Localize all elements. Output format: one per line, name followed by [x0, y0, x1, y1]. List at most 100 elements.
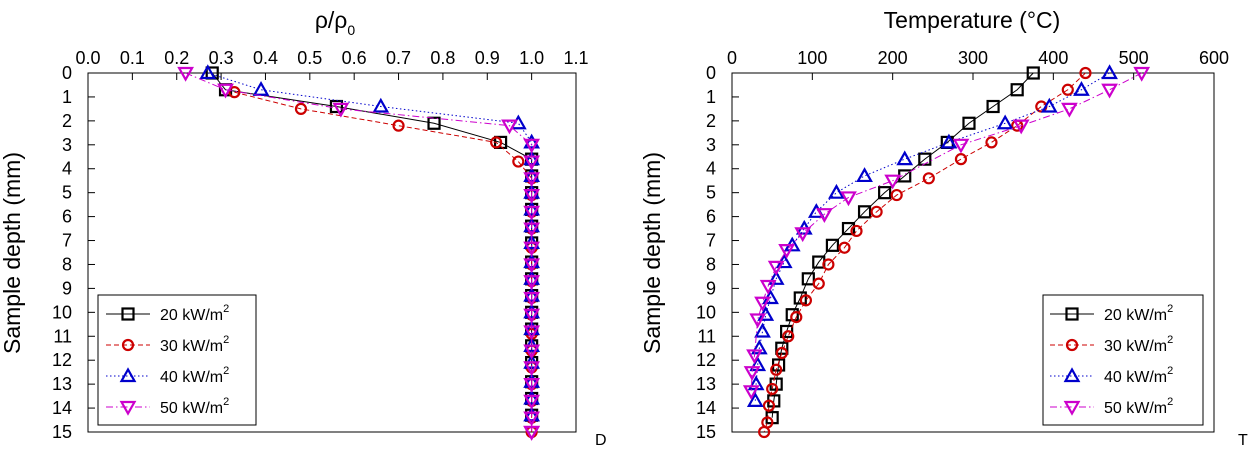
y-tick-label: 6 — [62, 207, 72, 227]
data-point — [199, 64, 217, 80]
data-point — [850, 224, 863, 238]
y-tick-label: 9 — [706, 278, 716, 298]
y-tick-label: 6 — [706, 207, 716, 227]
data-point — [767, 270, 785, 285]
data-point — [427, 116, 441, 130]
data-point — [512, 155, 525, 168]
data-point — [778, 244, 796, 259]
data-point — [490, 136, 503, 149]
temperature-x-ticks: 0 100 200 300 400 500 600 — [727, 48, 1229, 80]
data-point — [523, 200, 541, 216]
data-point — [985, 136, 998, 149]
legend-marker — [119, 400, 137, 416]
temperature-legend: 20 kW/m2 30 kW/m2 40 kW/m2 50 kW/m2 — [1042, 294, 1204, 426]
data-point — [523, 291, 541, 307]
x-tick-label: 0.6 — [342, 48, 367, 68]
y-tick-label: 15 — [696, 422, 716, 442]
data-point — [228, 86, 241, 99]
data-point — [801, 272, 815, 286]
x-tick-label: 100 — [797, 48, 827, 68]
data-point — [856, 167, 873, 183]
data-point — [523, 138, 541, 154]
legend-label: 40 kW/m2 — [160, 365, 229, 386]
data-point — [918, 152, 932, 166]
data-point — [746, 349, 763, 365]
data-point — [996, 114, 1014, 130]
data-point — [523, 378, 541, 393]
y-tick-label: 12 — [52, 350, 72, 370]
legend-marker — [119, 367, 137, 383]
y-tick-label: 8 — [706, 254, 716, 274]
x-tick-label: 0.5 — [297, 48, 322, 68]
y-tick-label: 11 — [697, 326, 716, 346]
data-point — [780, 324, 794, 339]
data-point — [523, 308, 541, 324]
y-tick-label: 10 — [696, 302, 716, 322]
data-point — [1079, 66, 1092, 80]
temperature-plot-frame — [731, 72, 1215, 433]
series-2 — [758, 66, 1092, 439]
data-point — [794, 227, 812, 243]
temperature-legend-box — [1042, 294, 1204, 426]
x-tick-label: 0.7 — [386, 48, 411, 68]
data-point — [840, 191, 857, 207]
x-tick-label: 1.1 — [563, 48, 588, 68]
data-point — [523, 411, 541, 427]
legend-marker — [121, 307, 135, 321]
data-point — [767, 260, 785, 276]
series-line — [763, 72, 1086, 433]
data-point — [523, 344, 541, 360]
data-point — [812, 277, 825, 290]
data-point — [742, 385, 760, 401]
density-legend-entries: 20 kW/m2 30 kW/m2 40 kW/m2 50 kW/m2 — [106, 303, 229, 417]
data-point — [878, 186, 892, 200]
data-point — [523, 320, 541, 336]
legend-label: 40 kW/m2 — [1104, 365, 1173, 386]
x-tick-label: 0.2 — [164, 48, 189, 68]
data-point — [177, 66, 194, 82]
data-point — [952, 138, 970, 154]
x-tick-label: 200 — [878, 48, 908, 68]
density-corner-label: D — [595, 432, 607, 449]
data-point — [754, 296, 771, 312]
y-tick-label: 4 — [62, 159, 72, 179]
y-tick-label: 7 — [706, 231, 716, 251]
data-point — [1101, 83, 1118, 99]
series-line — [211, 72, 533, 416]
legend-marker — [1065, 307, 1079, 321]
data-point — [762, 399, 776, 412]
x-tick-label: 0.9 — [475, 48, 500, 68]
legend-label: 50 kW/m2 — [1104, 396, 1173, 417]
y-tick-label: 1 — [706, 87, 716, 107]
data-point — [523, 389, 541, 405]
y-tick-label: 5 — [62, 183, 72, 203]
data-point — [523, 205, 541, 221]
data-point — [857, 205, 872, 219]
data-point — [922, 172, 935, 185]
data-point — [884, 174, 902, 190]
series-line — [750, 72, 1142, 392]
data-point — [825, 238, 840, 252]
data-point — [815, 208, 833, 223]
y-tick-label: 11 — [53, 326, 72, 346]
data-point — [759, 279, 777, 295]
density-chart: ρ/ρ0 0.0 0.1 0.2 0.3 0.4 0.5 0.6 0.7 0.8 0.9 1.0 1.… — [0, 7, 607, 449]
y-tick-label: 4 — [706, 159, 716, 179]
data-point — [523, 155, 541, 171]
data-point — [1061, 83, 1074, 96]
legend-marker — [1063, 400, 1081, 416]
data-point — [828, 183, 845, 199]
data-point — [523, 188, 541, 204]
data-point — [252, 81, 270, 96]
data-point — [799, 294, 813, 307]
x-tick-label: 0.4 — [253, 48, 278, 68]
data-point — [523, 286, 541, 302]
data-point — [749, 313, 767, 329]
data-point — [890, 188, 903, 202]
y-tick-label: 13 — [52, 374, 72, 394]
density-x-ticks: 0.0 0.1 0.2 0.3 0.4 0.5 0.6 0.7 0.8 0.9 1.0 1.1 — [75, 48, 589, 80]
y-tick-label: 12 — [696, 350, 716, 370]
data-point — [770, 363, 783, 376]
data-point — [822, 258, 835, 271]
